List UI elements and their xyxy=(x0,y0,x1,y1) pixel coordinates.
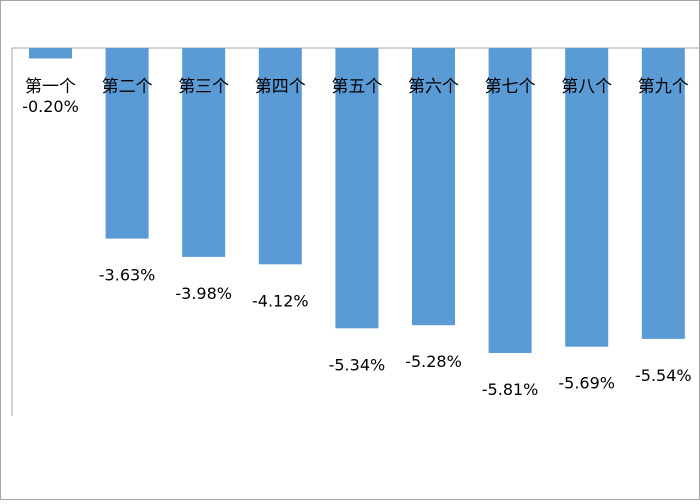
category-label-2: 第二个 xyxy=(102,77,153,97)
data-label-3: -3.98% xyxy=(175,284,232,303)
data-label-2: -3.63% xyxy=(99,266,156,285)
data-label-9: -5.54% xyxy=(635,366,692,385)
data-label-7: -5.81% xyxy=(482,380,539,399)
category-label-6: 第六个 xyxy=(408,77,459,97)
data-labels: -0.20% -3.63% -3.98% -4.12% -5.34% -5.28% -5.8… xyxy=(22,97,691,399)
data-label-1: -0.20% xyxy=(22,97,79,116)
bar-7 xyxy=(488,48,532,353)
category-label-4: 第四个 xyxy=(255,77,306,97)
bar-1 xyxy=(29,48,72,59)
category-label-1: 第一个 xyxy=(25,77,76,97)
category-label-9: 第九个 xyxy=(638,77,689,97)
data-label-4: -4.12% xyxy=(252,291,309,310)
bar-9 xyxy=(641,48,685,339)
bar-5 xyxy=(335,48,379,329)
bar-8 xyxy=(565,48,609,347)
category-label-8: 第八个 xyxy=(561,77,612,97)
category-label-7: 第七个 xyxy=(485,77,536,97)
bar-6 xyxy=(412,48,455,326)
data-label-5: -5.34% xyxy=(329,355,386,374)
category-label-3: 第三个 xyxy=(178,77,229,97)
category-label-5: 第五个 xyxy=(331,77,382,97)
bar-series xyxy=(29,48,685,353)
bar-2 xyxy=(105,48,149,239)
bar-3 xyxy=(182,48,226,257)
category-labels: 第一个 第二个 第三个 第四个 第五个 第六个 第七个 第八个 第九个 xyxy=(25,77,689,97)
data-label-6: -5.28% xyxy=(405,352,462,371)
bar-4 xyxy=(258,48,302,265)
data-label-8: -5.69% xyxy=(558,374,615,393)
